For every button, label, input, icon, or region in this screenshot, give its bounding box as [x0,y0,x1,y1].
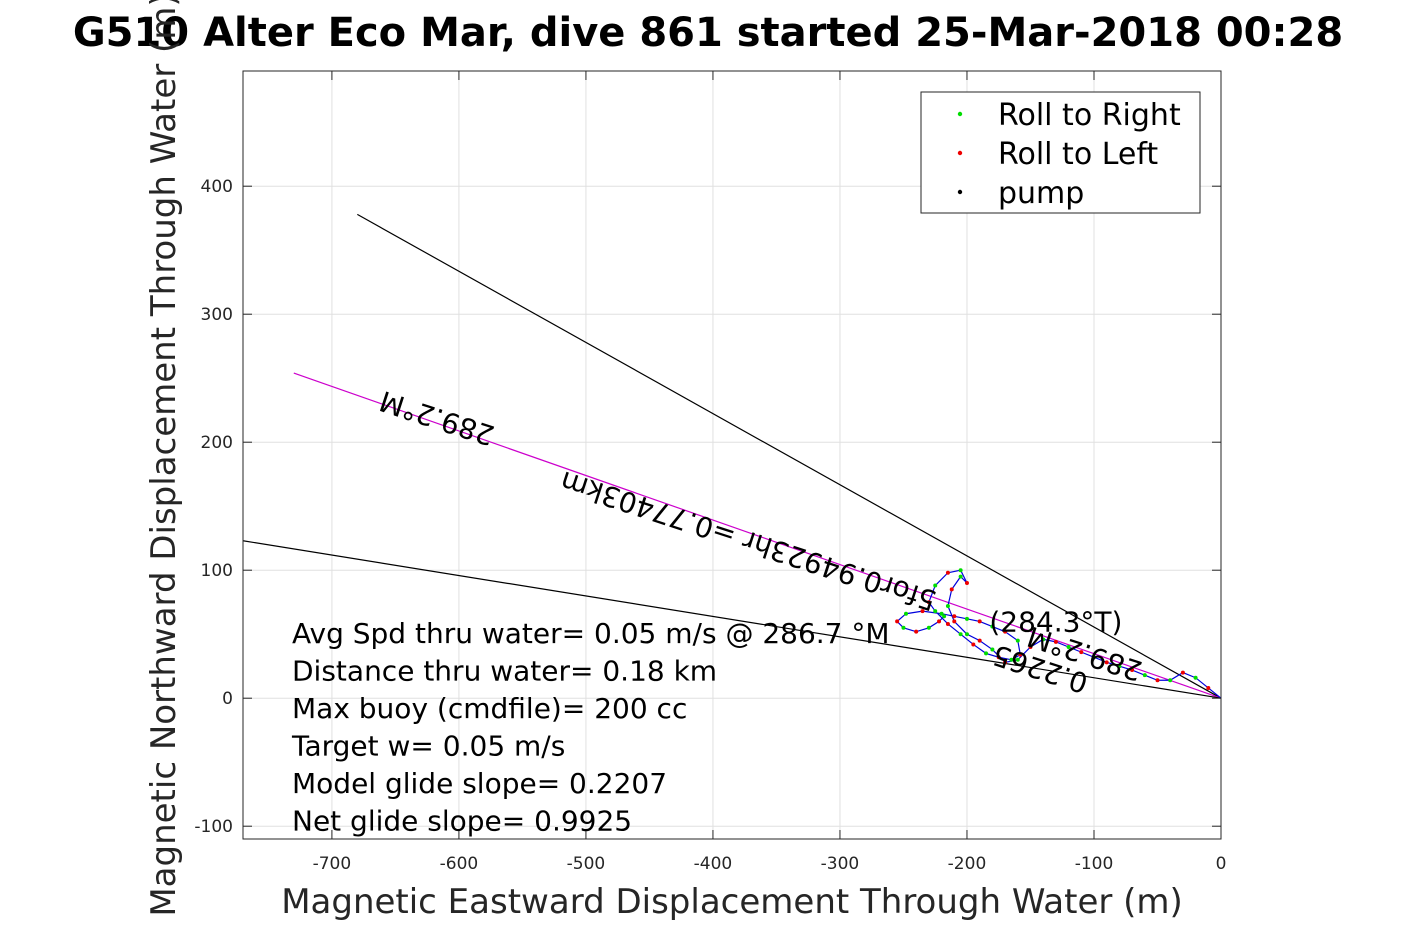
x-tick-label: -400 [694,854,733,874]
legend-marker [957,189,963,195]
y-axis-label: Magnetic Northward Displacement Through … [144,0,184,917]
track-point [971,642,976,647]
stats-line: Model glide slope= 0.2207 [292,767,667,800]
track-point [1180,670,1185,675]
track-point [958,568,963,573]
track-point [1066,645,1071,649]
line-annotation: (284.3°T) [989,606,1122,639]
track-point [945,621,950,626]
track-point [926,625,931,630]
track-point [952,619,957,624]
track-point [1206,685,1211,690]
track-point [1003,660,1008,665]
track-point [895,619,900,624]
track-point [996,655,1001,660]
track-point [1142,673,1147,678]
track-point [1168,678,1173,683]
track-point [1015,657,1020,662]
track [895,568,1222,699]
track-point [964,581,969,585]
x-tick-label: -600 [440,854,479,874]
reference-lines [242,213,1222,699]
track-point [939,611,944,616]
track-point [933,609,938,614]
track-point [1079,650,1084,655]
track-point [977,638,982,643]
y-tick-label: 300 [201,305,233,325]
track-point [945,604,950,609]
track-point [1104,660,1109,665]
legend-marker [957,111,963,117]
track-point [1015,638,1020,643]
track-point [958,632,963,637]
x-tick-label: -500 [567,854,606,874]
legend-label: pump [998,176,1084,211]
legend: Roll to Right Roll to Left pump [920,91,1201,214]
stats-line: Avg Spd thru water= 0.05 m/s @ 286.7 °M [292,617,890,650]
x-tick-label: -300 [821,854,860,874]
legend-box [920,91,1201,214]
legend-label: Roll to Right [998,98,1181,133]
track-point [945,570,950,575]
y-tick-label: 200 [201,433,233,453]
track-point [1009,657,1014,662]
x-tick-label: -100 [1075,854,1114,874]
stats-line: Max buoy (cmdfile)= 200 cc [292,692,687,725]
track-point [1003,629,1008,634]
track-point [942,614,947,619]
track-point [952,614,957,619]
legend-marker [957,150,963,156]
legend-label: Roll to Left [998,137,1158,172]
track-point [933,583,938,588]
reference-line-lower-bound [242,540,1222,699]
track-point [958,574,963,579]
reference-line-upper-bound [357,213,1222,699]
reference-line-heading-289.2 [293,372,1222,699]
track-point [1155,678,1160,683]
x-axis-label: Magnetic Eastward Displacement Through W… [281,882,1183,922]
track-point [990,647,995,652]
track-point [904,611,909,616]
track-point [901,625,906,630]
track-point [977,619,982,624]
track-point [1091,655,1096,660]
track-point [990,624,995,629]
ticks [243,71,1222,839]
y-tick-label: -100 [194,817,233,837]
track-point [926,600,931,605]
x-tick-label: -700 [313,854,352,874]
track-point [914,629,919,634]
track-point [1041,637,1046,642]
track-point [984,651,989,656]
track-point [1193,675,1198,680]
plot-frame [242,70,1222,840]
tick-labels: -700 -600 -500 -400 -300 -200 -100 0 -100 0 100 200… [194,177,1226,874]
track-point [1028,645,1033,649]
track-point [920,609,925,614]
track-point [964,616,969,621]
x-tick-label: 0 [1216,854,1227,874]
x-tick-label: -200 [948,854,987,874]
track-point [1130,668,1135,673]
track-point [1117,664,1122,669]
stats-line: Distance thru water= 0.18 km [292,655,717,688]
track-point [964,632,969,637]
stats-block: Avg Spd thru water= 0.05 m/s @ 286.7 °M … [291,617,890,838]
stats-line: Net glide slope= 0.9925 [292,805,632,838]
track-point [1053,639,1058,644]
y-tick-label: 100 [201,561,233,581]
stats-line: Target w= 0.05 m/s [291,730,565,763]
track-point [937,619,942,624]
track-point [1018,652,1023,657]
y-tick-label: 400 [201,177,233,197]
y-tick-label: 0 [222,689,233,709]
chart-title: G510 Alter Eco Mar, dive 861 started 25-… [73,10,1343,56]
track-point [949,587,954,592]
